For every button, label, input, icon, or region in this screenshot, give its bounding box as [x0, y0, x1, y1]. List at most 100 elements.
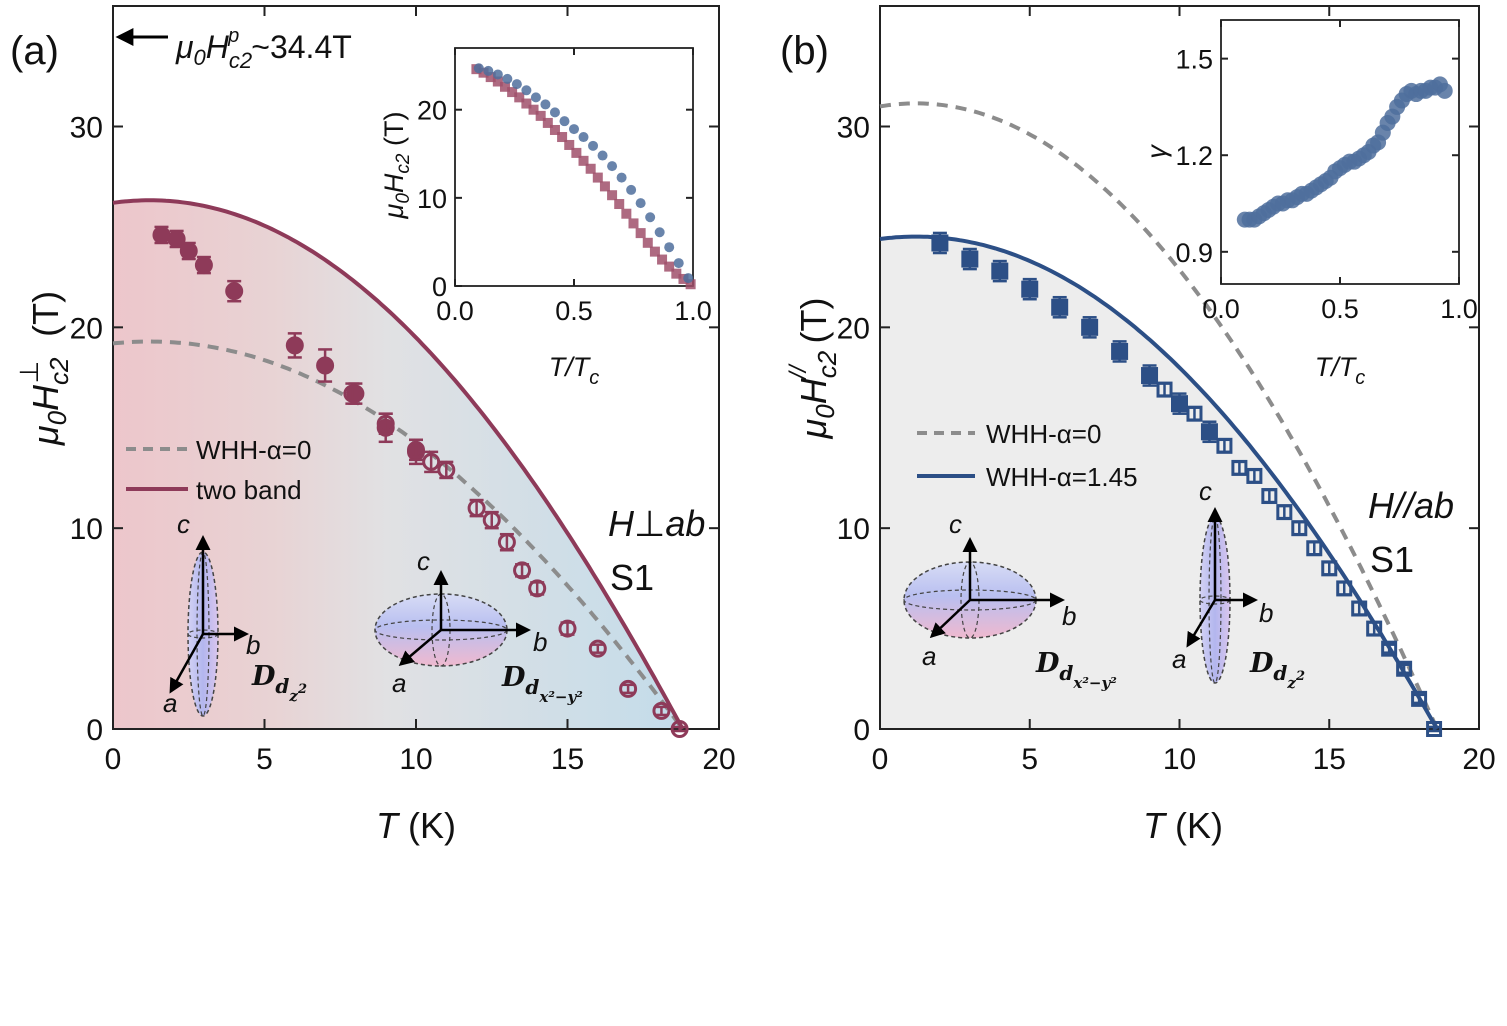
panel-a-data-points: [152, 225, 689, 738]
data-point: [467, 499, 486, 518]
panel-b-legend: WHH-α=0 WHH-α=1.45: [917, 419, 1138, 492]
pauli-limit-annotation: μ0Hc2p ~34.4T: [115, 25, 352, 73]
data-point: [628, 218, 639, 229]
data-point: [1231, 459, 1248, 476]
panel-b: 0 5 10 15 20 0 10 20 30 (b) μ0Hc2// (T) T (K) WH…: [780, 5, 1496, 846]
data-point: [614, 199, 625, 210]
panel-a-x-axis-label: T (K): [376, 805, 456, 846]
x-tick-label: 0: [105, 743, 122, 776]
data-point: [619, 679, 638, 698]
panel-a-frame: [112, 5, 720, 730]
data-point: [616, 172, 627, 183]
y-tick-label: 10: [70, 513, 103, 546]
y-tick-label: 0.9: [1175, 238, 1213, 268]
panel-a-field-direction: H⊥ab: [608, 503, 705, 544]
x-tick-label: 0.5: [1321, 294, 1359, 324]
data-point: [540, 99, 551, 110]
data-point: [530, 92, 541, 103]
x-tick-label: 5: [256, 743, 273, 776]
panel-b-inset: 0.0 0.5 1.0 0.9 1.2 1.5 γ T/Tc: [1142, 19, 1478, 389]
data-point: [483, 65, 494, 76]
data-point: [1276, 504, 1293, 521]
x-tick-label: 20: [1462, 743, 1495, 776]
data-point: [521, 85, 532, 96]
x-tick-label: 1.0: [1440, 294, 1478, 324]
data-point: [407, 440, 425, 459]
data-point: [437, 460, 456, 479]
svg-text:a: a: [922, 641, 936, 671]
panel-a-inset: 0.0 0.5 1.0 0 10 20 μ0Hc2 (T) T/Tc: [379, 47, 712, 389]
y-tick-label: 0: [853, 714, 870, 747]
data-point: [343, 384, 362, 403]
label-d-dx2y2: Ddx²−y²: [501, 662, 583, 706]
data-point: [585, 163, 596, 174]
data-point: [597, 150, 608, 161]
data-point: [673, 258, 684, 269]
data-point: [502, 73, 513, 84]
data-point: [485, 72, 496, 83]
x-tick-label: 0: [872, 743, 889, 776]
label-d-dz2: Ddz2: [251, 661, 307, 705]
data-point: [1156, 381, 1173, 398]
data-point: [649, 246, 660, 257]
y-tick-label: 0: [432, 272, 447, 302]
x-tick-label: 1.0: [674, 296, 712, 326]
x-tick-label: 5: [1021, 743, 1038, 776]
curve-whh-alpha-0: [879, 101, 1439, 730]
data-point: [664, 261, 675, 272]
data-point: [528, 104, 539, 115]
data-point: [592, 172, 603, 183]
y-tick-label: 1.2: [1175, 141, 1213, 171]
label-d-dx2y2: Ddx²−y²: [1035, 648, 1117, 692]
panel-a-sample-label: S1: [610, 557, 654, 598]
panel-b-field-direction: H//ab: [1368, 485, 1454, 526]
y-tick-label: 30: [837, 112, 870, 145]
svg-text:b: b: [1259, 598, 1273, 628]
x-tick-label: 10: [1163, 743, 1196, 776]
panel-b-sample-label: S1: [1370, 539, 1414, 580]
svg-text:a: a: [1172, 644, 1186, 674]
data-point: [1381, 640, 1398, 657]
inset-a-x-axis-label: T/Tc: [549, 352, 600, 389]
x-tick-label: 0.5: [555, 296, 593, 326]
data-point: [1216, 437, 1233, 454]
legend-whh-alpha-0: WHH-α=0: [196, 435, 311, 465]
svg-text:μ0Hc2p~34.4T: μ0Hc2p ~34.4T: [175, 25, 352, 73]
data-point: [1261, 488, 1278, 505]
inset-a-data-points: [471, 63, 696, 290]
data-point: [961, 250, 979, 268]
data-point: [497, 533, 516, 552]
curve-two-band: [112, 198, 685, 730]
data-point: [607, 161, 618, 172]
svg-text:a: a: [392, 668, 406, 698]
y-tick-label: 1.5: [1175, 45, 1213, 75]
panel-b-x-axis-label: T (K): [1143, 805, 1223, 846]
x-tick-label: 0.0: [1202, 294, 1240, 324]
data-point: [492, 69, 503, 80]
panel-a-y-axis-label: μ0Hc2⊥ (T): [14, 291, 74, 446]
inset-a-frame: [454, 47, 694, 287]
data-point: [626, 184, 637, 195]
data-point: [1141, 367, 1159, 385]
y-tick-label: 20: [837, 312, 870, 345]
data-point: [1200, 423, 1218, 441]
y-tick-label: 10: [837, 513, 870, 546]
data-point: [578, 132, 589, 143]
data-point: [194, 256, 213, 275]
data-point: [528, 579, 547, 598]
panel-a-legend: WHH-α=0 two band: [126, 435, 311, 505]
svg-text:c: c: [949, 509, 962, 539]
data-point: [1186, 405, 1203, 422]
panel-b-data-points: [931, 231, 1443, 737]
data-point: [535, 110, 546, 121]
data-point: [657, 254, 668, 265]
x-tick-label: 20: [702, 743, 735, 776]
data-point: [559, 116, 570, 127]
data-point: [422, 452, 441, 471]
panel-a-tick-labels: 0 5 10 15 20 0 10 20 30: [70, 112, 736, 777]
data-point: [635, 228, 646, 239]
svg-text:a: a: [163, 688, 177, 718]
data-point: [558, 619, 577, 638]
ellipsoid-dx2y2-diagram: c b a Ddx²−y²: [903, 509, 1117, 692]
data-point: [683, 273, 694, 284]
